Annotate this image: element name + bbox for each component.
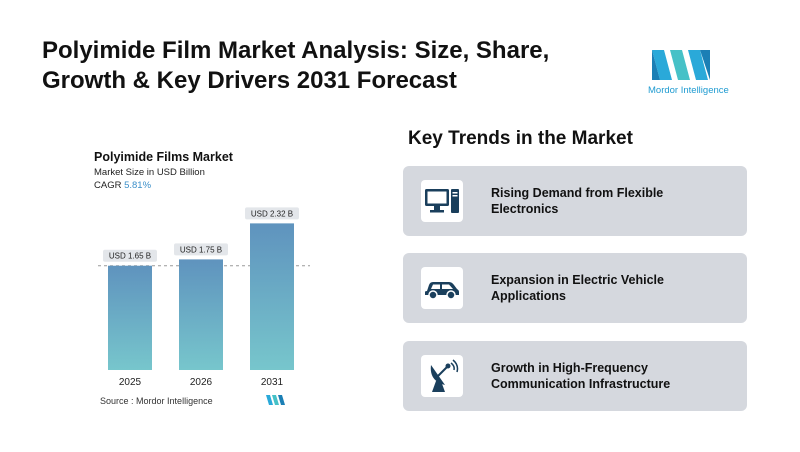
data-label: USD 2.32 B: [251, 209, 293, 218]
source-value: Mordor Intelligence: [136, 396, 213, 406]
page-title: Polyimide Film Market Analysis: Size, Sh…: [42, 36, 602, 96]
trends-heading: Key Trends in the Market: [408, 128, 633, 149]
chart-source: Source : Mordor Intelligence: [100, 396, 213, 406]
data-label-bg: [245, 207, 299, 220]
car-icon: [425, 282, 459, 300]
satellite-dish-icon: [430, 359, 459, 392]
mini-brand-logo: [266, 395, 285, 405]
trend-card-electric-vehicle: Expansion in Electric Vehicle Applicatio…: [403, 253, 747, 323]
bar-2025: [108, 265, 152, 370]
title-line-1: Polyimide Film Market Analysis: Size, Sh…: [42, 37, 550, 64]
brand-name: Mordor Intelligence: [648, 85, 729, 96]
chart-subtitle: Market Size in USD Billion: [94, 167, 205, 178]
title-line-2: Growth & Key Drivers 2031 Forecast: [42, 67, 457, 94]
brand-logo: Mordor Intelligence: [648, 46, 738, 96]
source-label: Source :: [100, 396, 134, 406]
trend-card-flexible-electronics: Rising Demand from Flexible Electronics: [403, 166, 747, 236]
trend-label: Growth in High-Frequency Communication I…: [491, 361, 671, 391]
data-label-bg: [103, 249, 157, 262]
cagr-value: 5.81%: [124, 180, 152, 191]
computer-icon: [425, 189, 459, 213]
trend-label: Expansion in Electric Vehicle Applicatio…: [491, 273, 664, 303]
cagr-label: CAGR: [94, 180, 122, 191]
x-tick-label: 2025: [119, 377, 142, 388]
data-label: USD 1.65 B: [109, 252, 151, 261]
data-label-bg: [174, 243, 228, 256]
chart-cagr: CAGR 5.81%: [94, 180, 151, 191]
market-size-chart: USD 1.65 B 2025 USD 1.75 B 2026 USD 2.32 B 20…: [80, 140, 340, 440]
brand-logo-mark: [652, 50, 710, 80]
trend-label: Rising Demand from Flexible Electronics: [491, 186, 664, 216]
chart-canvas: USD 1.65 B 2025 USD 1.75 B 2026 USD 2.32 B 20…: [98, 207, 310, 388]
trend-card-high-frequency: Growth in High-Frequency Communication I…: [403, 341, 747, 411]
bar-2031: [250, 223, 294, 370]
x-tick-label: 2031: [261, 377, 284, 388]
bar-2026: [179, 259, 223, 370]
data-label: USD 1.75 B: [180, 245, 222, 254]
chart-title: Polyimide Films Market: [94, 150, 233, 164]
x-tick-label: 2026: [190, 377, 213, 388]
